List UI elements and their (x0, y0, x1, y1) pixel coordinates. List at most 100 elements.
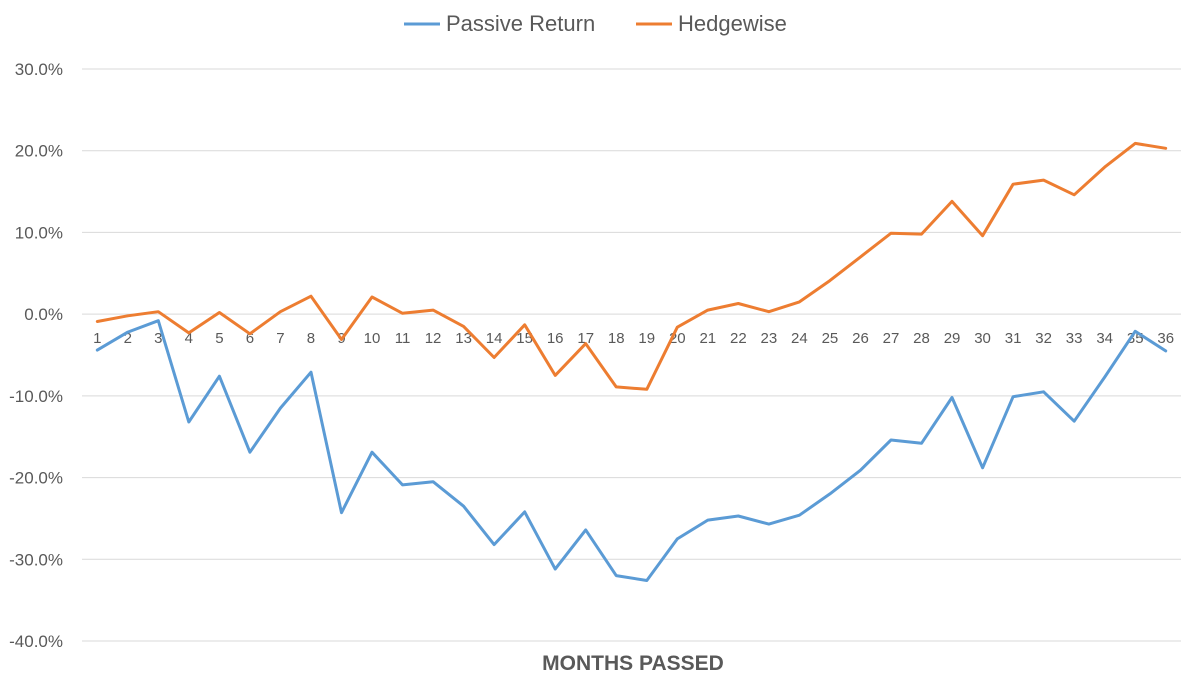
data-point-passive-return (920, 441, 924, 445)
x-tick-label: 24 (791, 330, 808, 347)
data-point-hedgewise (889, 231, 893, 235)
data-point-passive-return (126, 330, 130, 334)
x-tick-label: 3 (154, 330, 162, 347)
x-tick-label: 4 (185, 330, 193, 347)
data-point-hedgewise (1042, 178, 1046, 182)
x-tick-label: 23 (761, 330, 778, 347)
data-point-hedgewise (950, 199, 954, 203)
data-point-passive-return (828, 492, 832, 496)
data-point-passive-return (736, 514, 740, 518)
gridlines (82, 68, 1181, 642)
x-tick-label: 16 (547, 330, 564, 347)
data-point-hedgewise (584, 342, 588, 346)
series-line-hedgewise (95, 141, 1168, 391)
data-point-hedgewise (523, 323, 527, 327)
data-point-passive-return (889, 438, 893, 442)
data-point-hedgewise (1133, 141, 1137, 145)
series-lines (95, 141, 1168, 583)
x-tick-label: 36 (1157, 330, 1174, 347)
data-point-hedgewise (217, 311, 221, 315)
x-tick-label: 11 (395, 330, 411, 347)
y-tick-label: 10.0% (15, 223, 63, 242)
data-point-passive-return (1042, 390, 1046, 394)
x-tick-label: 18 (608, 330, 625, 347)
data-point-passive-return (797, 513, 801, 517)
x-tick-label: 22 (730, 330, 747, 347)
data-point-passive-return (1011, 395, 1015, 399)
x-tick-label: 26 (852, 330, 869, 347)
x-tick-label: 21 (699, 330, 716, 347)
data-point-passive-return (767, 522, 771, 526)
legend-label-passive-return: Passive Return (446, 11, 595, 36)
y-tick-label: -20.0% (9, 469, 63, 488)
series-line-passive-return (95, 319, 1168, 582)
data-point-hedgewise (309, 294, 313, 298)
data-point-passive-return (706, 518, 710, 522)
data-point-passive-return (1072, 419, 1076, 423)
x-tick-label: 33 (1066, 330, 1083, 347)
data-point-hedgewise (797, 300, 801, 304)
y-tick-label: 20.0% (15, 142, 63, 161)
data-point-passive-return (339, 511, 343, 515)
data-point-hedgewise (431, 308, 435, 312)
data-point-passive-return (584, 528, 588, 532)
x-tick-label: 12 (425, 330, 442, 347)
legend-label-hedgewise: Hedgewise (678, 11, 787, 36)
data-point-hedgewise (278, 310, 282, 314)
data-point-hedgewise (187, 331, 191, 335)
data-point-hedgewise (339, 337, 343, 341)
data-point-hedgewise (370, 295, 374, 299)
data-point-hedgewise (401, 311, 405, 315)
data-point-passive-return (950, 395, 954, 399)
data-point-hedgewise (1011, 182, 1015, 186)
data-point-passive-return (217, 374, 221, 378)
data-point-hedgewise (492, 355, 496, 359)
data-point-passive-return (523, 510, 527, 514)
x-tick-label: 30 (974, 330, 991, 347)
data-point-passive-return (401, 483, 405, 487)
x-tick-label: 28 (913, 330, 930, 347)
data-point-hedgewise (1164, 146, 1168, 150)
data-point-hedgewise (828, 279, 832, 283)
data-point-passive-return (248, 450, 252, 454)
y-tick-label: -30.0% (9, 550, 63, 569)
data-point-passive-return (462, 504, 466, 508)
data-point-hedgewise (1072, 193, 1076, 197)
data-point-hedgewise (645, 387, 649, 391)
data-point-hedgewise (248, 332, 252, 336)
data-point-hedgewise (736, 302, 740, 306)
legend-item-passive-return: Passive Return (404, 11, 595, 36)
x-tick-label: 27 (883, 330, 900, 347)
data-point-hedgewise (675, 325, 679, 329)
data-point-passive-return (981, 466, 985, 470)
x-tick-label: 2 (124, 330, 132, 347)
x-axis-title: MONTHS PASSED (542, 652, 724, 675)
data-point-hedgewise (553, 373, 557, 377)
x-tick-label: 19 (638, 330, 655, 347)
data-point-hedgewise (920, 232, 924, 236)
x-tick-label: 13 (455, 330, 472, 347)
data-point-hedgewise (706, 308, 710, 312)
data-point-passive-return (1133, 329, 1137, 333)
data-point-passive-return (431, 480, 435, 484)
y-tick-label: -10.0% (9, 387, 63, 406)
data-point-passive-return (156, 319, 160, 323)
x-tick-label: 10 (364, 330, 381, 347)
data-point-passive-return (187, 420, 191, 424)
x-tick-label: 25 (822, 330, 839, 347)
x-tick-label: 6 (246, 330, 254, 347)
data-point-passive-return (1103, 375, 1107, 379)
x-tick-label: 7 (276, 330, 284, 347)
x-tick-label: 32 (1035, 330, 1052, 347)
data-point-passive-return (645, 579, 649, 583)
data-point-passive-return (370, 450, 374, 454)
data-point-hedgewise (462, 324, 466, 328)
x-tick-label: 34 (1096, 330, 1113, 347)
x-tick-label: 8 (307, 330, 315, 347)
legend: Passive Return Hedgewise (404, 11, 787, 36)
data-point-hedgewise (1103, 165, 1107, 169)
y-tick-label: -40.0% (9, 632, 63, 651)
data-point-passive-return (95, 348, 99, 352)
data-point-passive-return (858, 468, 862, 472)
